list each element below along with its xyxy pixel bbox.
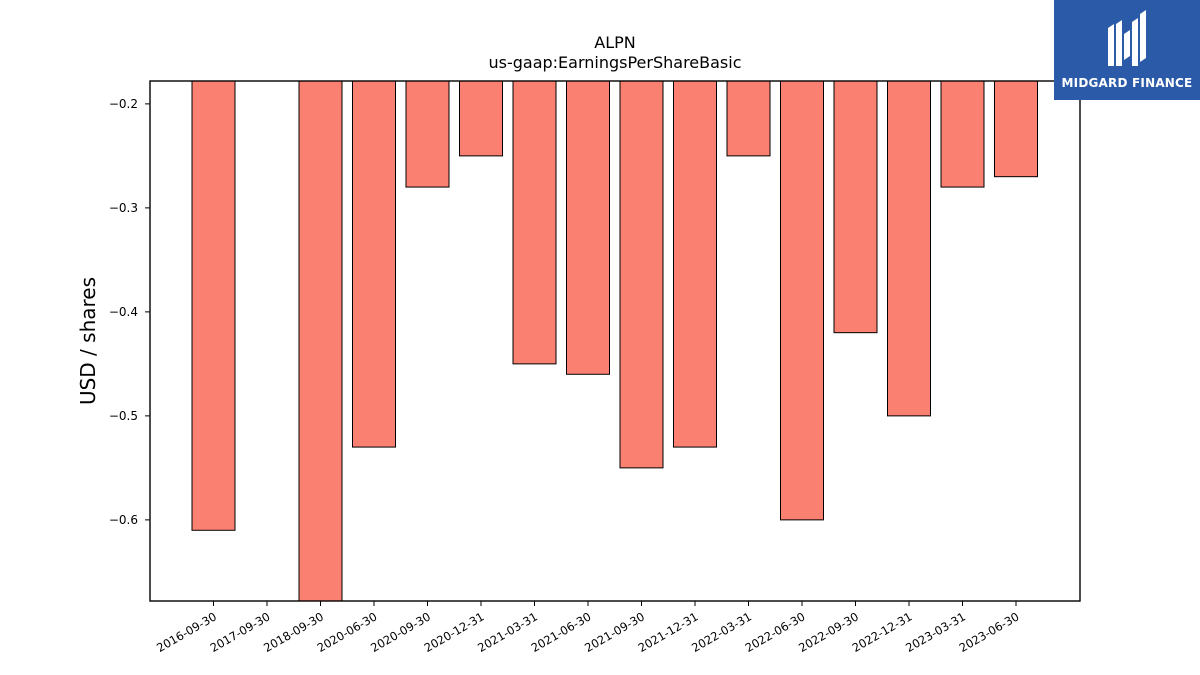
x-tick-label: 2021-09-30 [582,609,647,655]
x-tick-label: 2023-03-31 [903,609,968,655]
y-tick-label: −0.3 [109,201,138,215]
bar-2020-12-31 [459,80,503,157]
brand-logo: MIDGARD FINANCE [1054,0,1200,100]
bar-2022-06-30 [780,80,824,521]
x-tick-label: 2021-06-30 [529,609,594,655]
bar-2020-06-30 [352,80,396,448]
chart-title: ALPN [594,33,635,52]
bar-2020-09-30 [405,80,450,188]
x-ticks: 2016-09-302017-09-302018-09-302020-06-30… [154,601,1022,655]
bar-2021-06-30 [566,80,610,375]
y-ticks: −0.2 −0.3 −0.4 −0.5 −0.6 [109,97,150,527]
bar-2023-03-31 [940,80,985,188]
bar-2023-06-30 [994,80,1038,178]
x-tick-label: 2020-06-30 [315,609,380,655]
y-tick-label: −0.4 [109,305,138,319]
x-tick-label: 2022-09-30 [796,609,861,655]
x-tick-label: 2022-12-31 [850,609,915,655]
x-tick-label: 2021-12-31 [636,609,701,655]
x-tick-label: 2017-09-30 [208,609,273,655]
bar-2022-12-31 [887,80,931,417]
y-axis-label: USD / shares [76,277,100,405]
midgard-m-logo-icon [1108,10,1146,66]
y-tick-label: −0.5 [109,409,138,423]
y-tick-label: −0.2 [109,97,138,111]
bar-2021-12-31 [673,80,717,448]
bar-2021-09-30 [619,80,664,469]
bar-2016-09-30 [191,80,236,531]
y-tick-label: −0.6 [109,513,138,527]
x-tick-label: 2021-03-31 [475,609,540,655]
bar-group [191,80,1038,602]
x-tick-label: 2016-09-30 [154,609,219,655]
brand-name: MIDGARD FINANCE [1061,76,1193,90]
bar-2022-03-31 [726,80,771,157]
chart-subtitle: us-gaap:EarningsPerShareBasic [488,53,741,72]
plot-frame [149,80,1081,602]
x-tick-label: 2022-06-30 [743,609,808,655]
x-tick-label: 2022-03-31 [689,609,754,655]
x-tick-label: 2020-12-31 [422,609,487,655]
x-tick-label: 2020-09-30 [368,609,433,655]
bar-2018-09-30 [298,80,343,602]
x-tick-label: 2023-06-30 [957,609,1022,655]
bar-2022-09-30 [833,80,878,334]
x-tick-label: 2018-09-30 [261,609,326,655]
bar-2021-03-31 [512,80,557,365]
